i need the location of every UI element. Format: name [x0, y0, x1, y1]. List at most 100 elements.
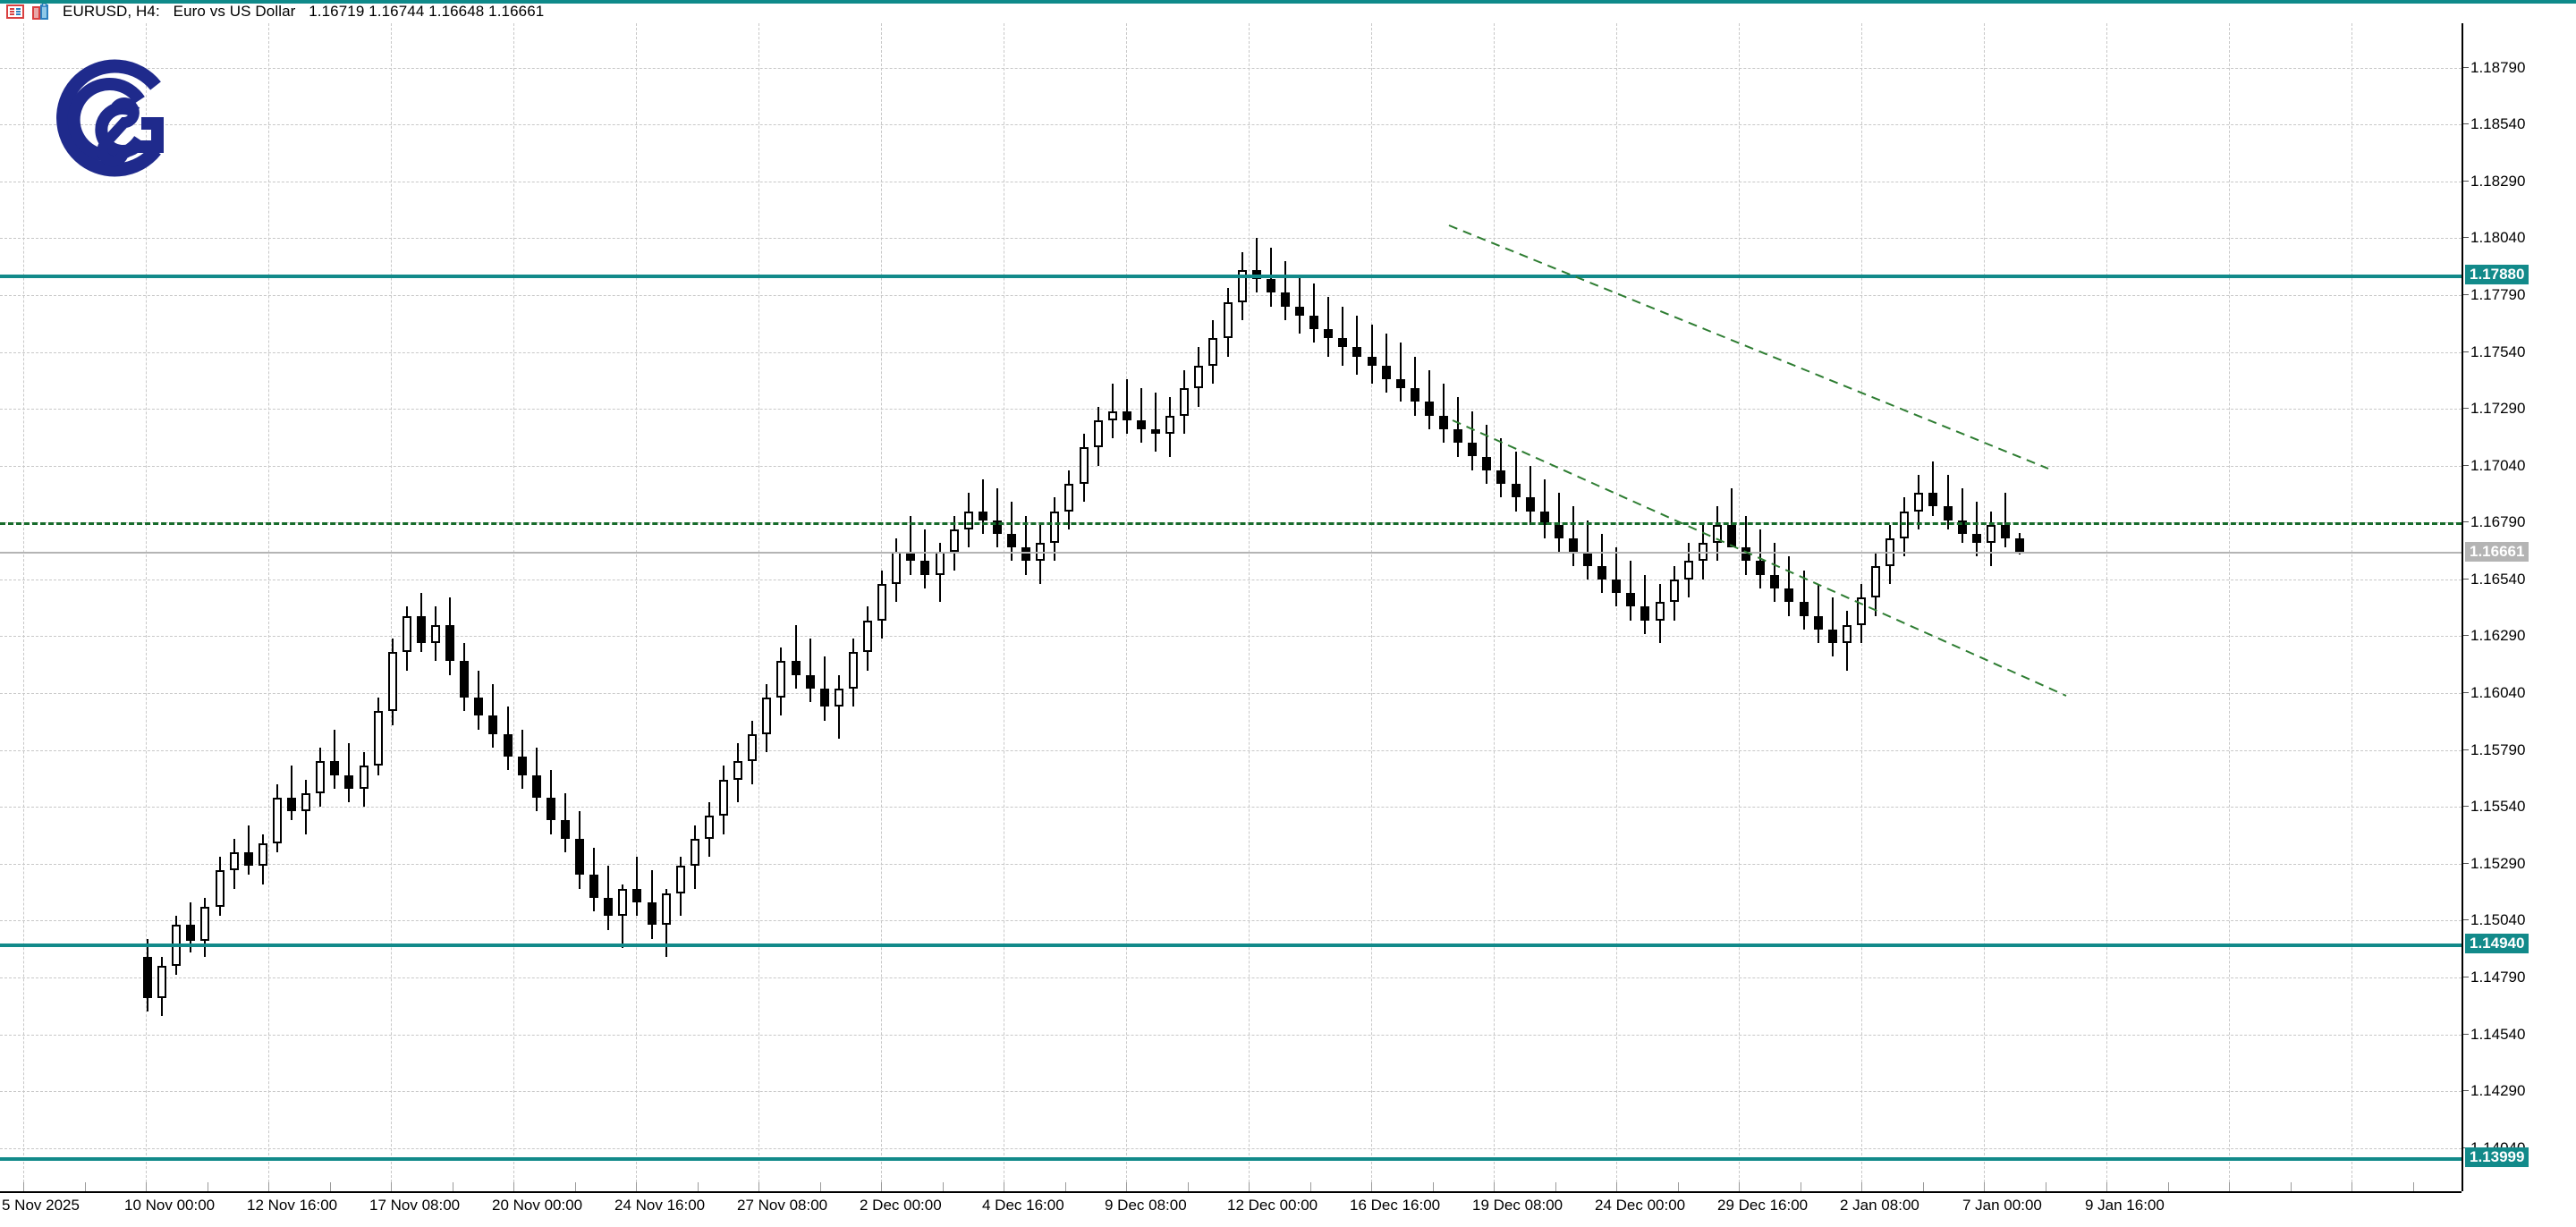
candle-wick [1529, 465, 1531, 525]
horizontal-gridline [0, 1091, 2462, 1093]
candle-body-bearish [992, 520, 1002, 534]
candle-body-bearish [1324, 329, 1334, 339]
candle-body-bearish [460, 661, 470, 698]
price-tick-value: 1.18040 [2470, 229, 2526, 247]
candle-wick [1975, 502, 1978, 557]
price-tick-mark [2463, 1033, 2469, 1035]
candle-wick [1255, 238, 1258, 293]
price-level-1.17880[interactable] [0, 275, 2462, 279]
candle-body-bearish [1251, 269, 1261, 280]
time-tick-mark [574, 1182, 576, 1191]
candle-body-bullish [963, 511, 973, 529]
chart-ohlc-values: 1.16719 1.16744 1.16648 1.16661 [309, 3, 545, 20]
time-tick-label: 10 Nov 00:00 [124, 1197, 216, 1214]
candle-body-bearish [1468, 443, 1478, 457]
candle-body-bullish [387, 652, 397, 712]
candle-body-bullish [215, 870, 225, 908]
candle-body-bullish [1194, 365, 1204, 389]
price-tick-label: 1.14790 [2463, 969, 2525, 986]
price-tick-mark [2463, 464, 2469, 466]
horizontal-gridline [0, 465, 2462, 467]
time-tick-mark [1249, 1182, 1250, 1191]
candle-body-bullish [719, 779, 728, 817]
time-tick-mark [146, 1182, 147, 1191]
candle-body-bearish [1151, 428, 1160, 435]
candle-body-bullish [1842, 624, 1852, 644]
price-level-1.13999[interactable] [0, 1157, 2462, 1162]
time-tick-mark [391, 1182, 392, 1191]
price-level-1.16790[interactable] [0, 522, 2462, 526]
time-tick-mark [2167, 1182, 2169, 1191]
candle-body-bearish [1309, 315, 1319, 330]
price-tick-label: 1.17540 [2463, 343, 2526, 360]
chart-plot-area[interactable] [0, 23, 2462, 1191]
candle-body-bullish [1986, 524, 1996, 544]
candle-body-bullish [704, 816, 714, 839]
candle-body-bearish [819, 688, 829, 707]
candle-body-bullish [1914, 493, 1924, 512]
candle-body-bearish [589, 875, 599, 898]
candle-body-bullish [431, 624, 440, 644]
price-tick-label: 1.18790 [2463, 59, 2525, 76]
candle-body-bullish [316, 761, 326, 793]
price-badge-current-price[interactable]: 1.16661 [2465, 542, 2529, 563]
price-level-1.14940[interactable] [0, 943, 2462, 947]
data-window-icon[interactable] [30, 3, 50, 21]
candle-body-bearish [1612, 579, 1622, 594]
candle-body-bullish [1712, 524, 1722, 544]
vertical-gridline [2351, 23, 2352, 1191]
time-tick-mark [2106, 1182, 2107, 1191]
price-tick-mark [2463, 749, 2469, 750]
price-badge-resistance-line[interactable]: 1.17880 [2465, 265, 2529, 285]
candle-body-bullish [877, 583, 887, 621]
candle-wick [1299, 275, 1301, 334]
price-axis[interactable]: 1.18790 1.18540 1.18290 1.18040 1.17790 1.175… [2463, 0, 2576, 1227]
candle-wick [1788, 556, 1791, 616]
candle-wick [1155, 393, 1157, 453]
candle-wick [996, 488, 998, 548]
price-level-1.16661[interactable] [0, 552, 2462, 554]
vertical-gridline [1616, 23, 1617, 1191]
price-tick-label: 1.16540 [2463, 570, 2526, 588]
candle-wick [607, 866, 610, 930]
price-tick-label: 1.16040 [2463, 685, 2525, 701]
price-tick-label: 1.15040 [2463, 911, 2526, 929]
candle-body-bullish [834, 688, 843, 707]
time-tick-label: 16 Dec 16:00 [1350, 1197, 1441, 1214]
time-axis[interactable]: 5 Nov 2025 10 Nov 00:00 12 Nov 16:00 17 Nov… [0, 1193, 2462, 1227]
price-tick-value: 1.17540 [2470, 343, 2526, 360]
price-tick-mark [2463, 237, 2469, 239]
candle-body-bearish [1928, 493, 1938, 507]
price-tick-mark [2463, 351, 2469, 352]
price-tick-mark [2463, 919, 2469, 921]
candle-wick [1327, 297, 1330, 357]
time-tick-label: 2 Dec 00:00 [860, 1197, 942, 1214]
candle-body-bearish [632, 888, 642, 902]
candle-body-bullish [848, 652, 858, 689]
time-tick-mark [1371, 1182, 1372, 1191]
trendline-upper-channel[interactable] [1448, 224, 2049, 470]
price-badge-support-line[interactable]: 1.14940 [2465, 933, 2529, 953]
price-tick-mark [2463, 123, 2469, 125]
horizontal-gridline [0, 693, 2462, 694]
time-tick-label: 29 Dec 16:00 [1717, 1197, 1809, 1214]
price-tick-value: 1.17040 [2470, 456, 2526, 474]
candle-body-bearish [1410, 388, 1419, 402]
price-tick-value: 1.15040 [2470, 911, 2526, 929]
trendline-lower-channel[interactable] [1452, 419, 2067, 697]
candle-body-bearish [531, 774, 541, 798]
price-badge-support-line[interactable]: 1.13999 [2465, 1147, 2529, 1168]
candle-body-bearish [1021, 547, 1031, 562]
market-watch-icon[interactable] [5, 3, 25, 21]
price-tick-mark [2463, 806, 2469, 808]
candle-wick [1011, 502, 1013, 562]
time-tick-label: 12 Dec 00:00 [1227, 1197, 1318, 1214]
candle-wick [1370, 324, 1373, 385]
candle-body-bullish [1655, 602, 1665, 621]
time-tick-mark [1861, 1182, 1862, 1191]
price-tick-label: 1.14290 [2463, 1083, 2525, 1099]
candle-body-bullish [618, 888, 628, 917]
chart-header-text: EURUSD, H4: Euro vs US Dollar 1.16719 1.… [63, 3, 544, 21]
candle-body-bearish [186, 925, 196, 942]
price-tick-value: 1.16540 [2470, 570, 2526, 588]
